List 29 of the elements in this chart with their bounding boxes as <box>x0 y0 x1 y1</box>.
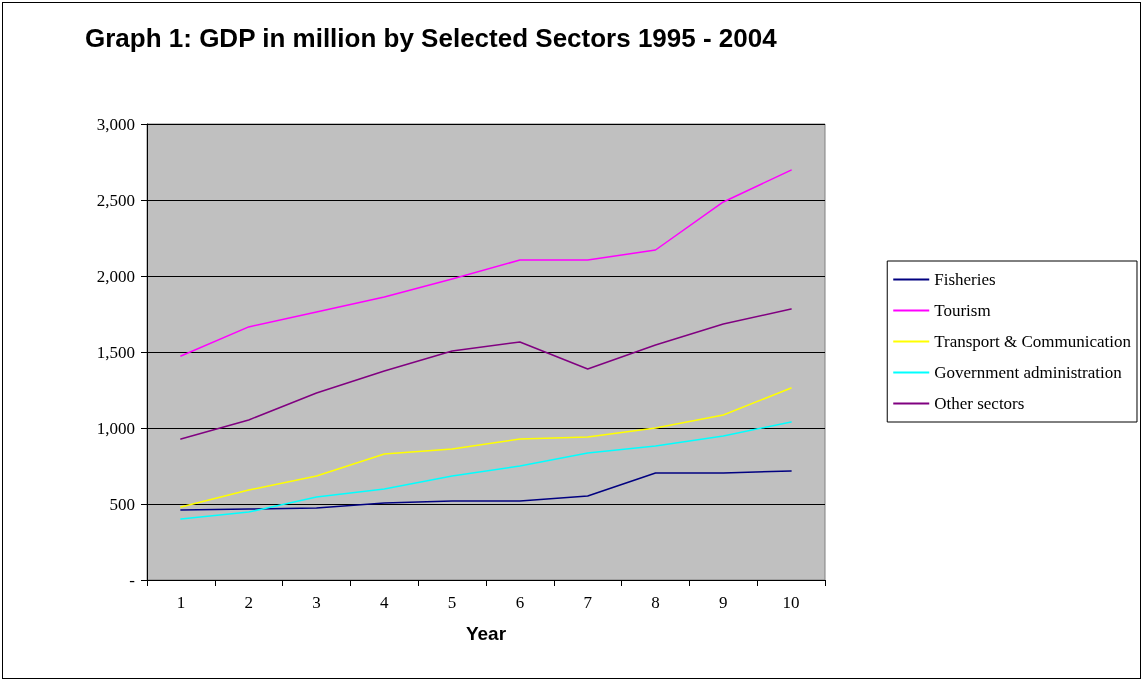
y-tick-label: 2,000 <box>96 266 135 286</box>
x-tick-label: 1 <box>176 593 186 612</box>
line-series <box>180 470 792 511</box>
x-tick-label: 2 <box>244 593 253 612</box>
x-tick-label: 8 <box>651 593 660 612</box>
y-tick-label: 1,000 <box>96 418 135 438</box>
y-tick-label: - <box>129 570 136 590</box>
y-tick-label: 500 <box>109 494 135 514</box>
y-tick-label: 3,000 <box>96 114 135 134</box>
x-tick-label: 4 <box>380 593 390 612</box>
x-tick-label: 9 <box>719 593 728 612</box>
x-axis-title: Year <box>465 623 507 644</box>
y-tick-label: 1,500 <box>96 342 135 362</box>
chart-title: Graph 1: GDP in million by Selected Sectors 1995 - 2004 <box>85 23 778 53</box>
x-tick-label: 7 <box>583 593 593 612</box>
legend-label: Tourism <box>934 301 991 320</box>
legend-label: Other sectors <box>934 394 1025 413</box>
line-series <box>180 387 792 508</box>
x-tick-label: 6 <box>515 593 525 612</box>
line-series <box>180 169 792 357</box>
x-tick-label: 5 <box>447 593 457 612</box>
legend-label: Fisheries <box>934 270 996 289</box>
x-tick-label: 10 <box>782 593 800 612</box>
legend-label: Transport & Communication <box>934 332 1132 351</box>
y-tick-label: 2,500 <box>96 190 135 210</box>
legend-label: Government administration <box>934 363 1123 382</box>
line-series <box>180 308 792 440</box>
x-tick-label: 3 <box>312 593 321 612</box>
line-series <box>180 421 792 520</box>
